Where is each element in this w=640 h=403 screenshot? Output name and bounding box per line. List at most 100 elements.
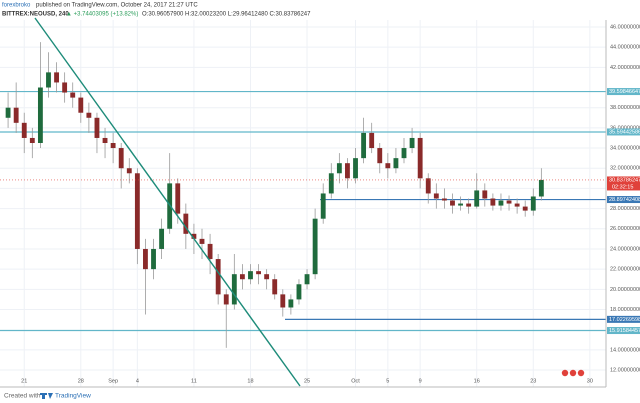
- candle-body: [183, 213, 189, 234]
- candle-body: [118, 148, 124, 169]
- last-price-label: 30.83786247: [609, 177, 640, 183]
- candle-body: [248, 271, 253, 280]
- candle-body: [369, 132, 375, 149]
- y-tick-label: 28.00000000: [610, 206, 640, 212]
- y-tick-label: 14.00000000: [610, 347, 640, 353]
- candle-body: [417, 137, 423, 179]
- x-tick-label: 21: [21, 378, 27, 384]
- candle-body: [264, 274, 270, 280]
- y-tick-label: 42.00000000: [610, 65, 640, 71]
- y-tick-label: 36.00000000: [610, 125, 640, 131]
- candle-body: [207, 243, 213, 260]
- y-tick-label: 20.00000000: [610, 287, 640, 293]
- y-tick-label: 18.00000000: [610, 307, 640, 313]
- candle-body: [353, 158, 358, 179]
- candle-body: [538, 179, 544, 197]
- candle-body: [288, 299, 294, 308]
- candle-body: [377, 148, 383, 164]
- x-tick-label: 5: [386, 378, 389, 384]
- y-tick-label: 34.00000000: [610, 146, 640, 152]
- candle-body: [46, 72, 51, 88]
- candle-body: [21, 122, 27, 138]
- candle-body: [409, 137, 415, 149]
- candle-body: [86, 112, 92, 118]
- candle-body: [143, 248, 148, 270]
- candle-body: [175, 183, 181, 214]
- candle-body: [401, 148, 407, 159]
- publisher[interactable]: forexbroko: [2, 3, 31, 9]
- y-tick-label: 32.00000000: [610, 166, 640, 172]
- last-price-box: [607, 176, 640, 191]
- level-label-box: [607, 128, 640, 136]
- grid: [0, 20, 606, 387]
- candle-body: [450, 200, 455, 206]
- icon[interactable]: [561, 369, 569, 377]
- candle-body: [5, 107, 11, 118]
- y-tick-label: 24.00000000: [610, 246, 640, 252]
- change: ▲ +3.74403095 (+13.82%): [66, 12, 138, 18]
- level-label: 35.59442586: [609, 129, 640, 135]
- candle-body: [361, 132, 367, 159]
- candle-body: [514, 203, 520, 207]
- y-tick-label: 26.00000000: [610, 226, 640, 232]
- candle-body: [328, 173, 334, 194]
- y-tick-label: 12.00000000: [610, 368, 640, 374]
- candle-body: [70, 92, 76, 98]
- level-label-box: [607, 196, 640, 204]
- trend-line: [34, 17, 301, 387]
- candle-body: [256, 271, 261, 275]
- candle-body: [345, 163, 350, 179]
- level-label: 15.91584457: [609, 328, 640, 334]
- icon[interactable]: [577, 369, 585, 377]
- candle-body: [151, 248, 156, 270]
- level-label-box: [607, 88, 640, 96]
- candle-body: [482, 190, 488, 199]
- icon[interactable]: [569, 369, 577, 377]
- x-tick-label: Sep: [108, 378, 118, 384]
- candle-body: [490, 198, 496, 206]
- candle-body: [134, 173, 140, 249]
- candle-body: [29, 137, 35, 144]
- candle-body: [13, 107, 19, 123]
- plot: [0, 42, 606, 348]
- candle-body: [37, 87, 43, 144]
- y-tick-label: 38.00000000: [610, 105, 640, 111]
- axes: 46.00000000 44.00000000 42.00000000 38.0000…: [21, 24, 640, 384]
- logo[interactable]: [40, 393, 53, 399]
- candle-body: [159, 228, 165, 249]
- y-tick-label: 46.00000000: [610, 24, 640, 30]
- candle-body: [191, 233, 197, 239]
- x-tick-label: 9: [419, 378, 422, 384]
- x-tick-label: 30: [587, 378, 593, 384]
- candle-body: [320, 193, 326, 219]
- level-label-box: [607, 315, 640, 323]
- countdown: 02:32:15: [612, 184, 633, 190]
- candle-body: [304, 274, 310, 285]
- candle-body: [441, 198, 447, 201]
- candle-body: [433, 193, 439, 199]
- candle-body: [312, 218, 318, 275]
- x-tick-label: 18: [247, 378, 253, 384]
- candle-body: [78, 97, 84, 113]
- candle-body: [215, 259, 221, 295]
- y-tick-label: 22.00000000: [610, 267, 640, 273]
- level-label-box: [607, 327, 640, 335]
- candle-body: [385, 163, 391, 169]
- x-tick-label: 25: [304, 378, 310, 384]
- x-tick-label: 16: [474, 378, 480, 384]
- x-tick-label: 23: [530, 378, 536, 384]
- scale-icons: [561, 369, 585, 377]
- x-tick-label: 28: [78, 378, 84, 384]
- created-with: Created with: [4, 393, 41, 400]
- x-tick-label: Oct: [351, 378, 360, 384]
- candle-body: [498, 200, 504, 206]
- candle-body: [458, 203, 463, 206]
- candle-body: [393, 158, 399, 169]
- level-label: 39.59846647: [609, 89, 640, 95]
- candle-body: [110, 143, 116, 149]
- candle-body: [530, 196, 536, 211]
- brand[interactable]: TradingView: [55, 393, 91, 400]
- candle-body: [522, 206, 528, 211]
- candle-body: [126, 168, 132, 174]
